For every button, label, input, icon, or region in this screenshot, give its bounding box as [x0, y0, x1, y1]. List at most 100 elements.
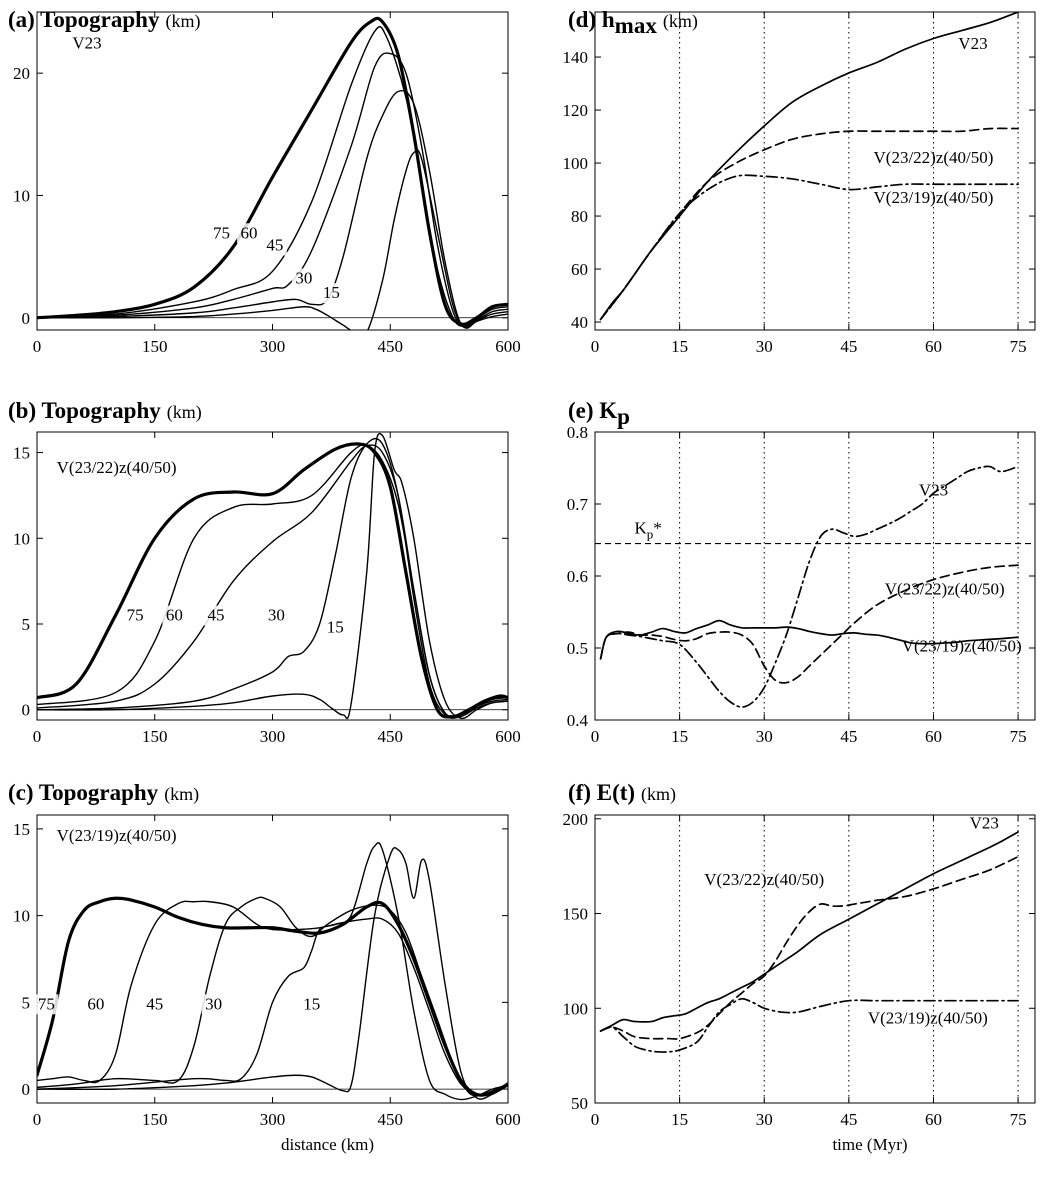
reference-label-subscript: p: [647, 527, 654, 542]
x-tick-label: 0: [33, 727, 42, 746]
series-line-v-23-22-z-40-50-: [599, 855, 1019, 1040]
y-tick-label: 5: [22, 993, 31, 1012]
series-line-75: [37, 896, 508, 1097]
series-label-bg: [209, 223, 234, 244]
y-tick-label: 200: [563, 810, 589, 829]
series-label: 45: [266, 236, 283, 255]
panel-title: (a) Topography (km): [8, 7, 200, 32]
series-label: 75: [38, 994, 55, 1013]
y-tick-label: 0.8: [567, 423, 588, 442]
title-subscript: max: [615, 13, 658, 38]
series-label: 60: [240, 223, 257, 242]
x-tick-label: 300: [260, 727, 286, 746]
series-group: [37, 432, 508, 720]
series-label: 15: [327, 618, 344, 637]
series-line-v23: [599, 619, 1019, 660]
title-unit: (km): [663, 11, 698, 32]
y-tick-label: 20: [13, 64, 30, 83]
panel-title: (c) Topography (km): [8, 780, 199, 805]
series-line-30: [37, 437, 508, 719]
series-label-bg: [291, 268, 316, 289]
series-line-30: [37, 89, 508, 329]
x-tick-label: 60: [925, 337, 942, 356]
series-line-75: [37, 16, 508, 326]
series-group: [37, 16, 508, 330]
panel-title: (e) Kp: [568, 398, 630, 429]
y-tick-label: 0: [22, 701, 31, 720]
title-text: (a) Topography: [8, 7, 160, 32]
y-tick-label: 0.6: [567, 567, 588, 586]
x-tick-label: 300: [260, 337, 286, 356]
x-tick-label: 60: [925, 727, 942, 746]
series-group: [599, 831, 1019, 1053]
series-label-bg: [34, 994, 59, 1015]
series-label: 15: [323, 283, 340, 302]
y-tick-label: 60: [571, 260, 588, 279]
panel-title: (b) Topography (km): [8, 398, 202, 423]
x-tick-label: 600: [495, 1110, 521, 1129]
x-axis-label: time (Myr): [832, 1135, 907, 1154]
series-label: 30: [295, 269, 312, 288]
series-line-v23: [599, 12, 1019, 321]
series-label: 30: [268, 606, 285, 625]
series-label: V23: [958, 34, 987, 53]
axes-frame: [36, 814, 509, 1104]
y-tick-label: 0.7: [567, 495, 589, 514]
series-label-bg: [123, 605, 148, 626]
series-label: V(23/22)z(40/50): [704, 870, 824, 889]
series-line-60: [37, 25, 508, 328]
x-tick-label: 15: [671, 1110, 688, 1129]
series-label: 60: [166, 606, 183, 625]
series-label-bg: [236, 223, 261, 244]
case-annotation: V(23/22)z(40/50): [57, 458, 177, 477]
x-tick-label: 300: [260, 1110, 286, 1129]
x-tick-label: 15: [671, 727, 688, 746]
series-label-bg: [262, 235, 287, 256]
series-label: V(23/19)z(40/50): [902, 637, 1022, 656]
reference-label: Kp*: [634, 519, 661, 542]
x-tick-label: 450: [378, 337, 404, 356]
panel-d: (d) hmax (km) 0 15 30 45 60 75 40 60 80 100 120 140 V2…: [563, 7, 1036, 356]
series-group: [599, 12, 1019, 321]
x-tick-label: 600: [495, 337, 521, 356]
series-label-bg: [264, 605, 289, 626]
series-line-45: [37, 52, 508, 327]
y-tick-label: 40: [571, 313, 588, 332]
panel-c: (c) Topography (km) 0 150 300 450 600 0 5 10 15 75 6…: [8, 780, 521, 1154]
axes-frame: [594, 11, 1036, 331]
y-tick-label: 0.4: [567, 711, 589, 730]
series-label: V23: [919, 480, 948, 499]
y-tick-label: 0.5: [567, 639, 588, 658]
panel-b: (b) Topography (km) 0 150 300 450 600 0 5 10 15 75 6…: [8, 398, 521, 746]
y-tick-label: 5: [22, 615, 31, 634]
x-tick-label: 150: [142, 727, 168, 746]
y-tick-label: 10: [13, 529, 30, 548]
x-tick-label: 450: [378, 1110, 404, 1129]
x-tick-label: 45: [840, 727, 857, 746]
series-label-bg: [203, 605, 228, 626]
axes-frame: [594, 431, 1036, 721]
x-tick-label: 45: [840, 1110, 857, 1129]
series-label-bg: [201, 994, 226, 1015]
x-tick-label: 75: [1010, 337, 1027, 356]
series-label: V(23/19)z(40/50): [868, 1008, 988, 1027]
axes-frame: [594, 814, 1036, 1104]
y-tick-label: 10: [13, 186, 30, 205]
series-label: 60: [87, 994, 104, 1013]
x-tick-label: 0: [591, 727, 600, 746]
y-tick-label: 100: [563, 999, 589, 1018]
series-line-15: [37, 432, 508, 720]
title-text: (c) Topography: [8, 780, 159, 805]
panel-e: (e) Kp0 15 30 45 60 750.40.50.60.70.8Kp*V23V(…: [567, 398, 1036, 746]
series-label: 75: [127, 606, 144, 625]
series-label: 45: [207, 606, 224, 625]
series-label-bg: [323, 617, 348, 638]
series-label-bg: [142, 994, 167, 1015]
series-label: V23: [970, 813, 999, 832]
series-label-bg: [299, 994, 324, 1015]
title-subscript: p: [617, 404, 630, 429]
title-unit: (km): [164, 784, 199, 805]
y-tick-label: 140: [563, 48, 589, 67]
x-tick-label: 0: [33, 337, 42, 356]
